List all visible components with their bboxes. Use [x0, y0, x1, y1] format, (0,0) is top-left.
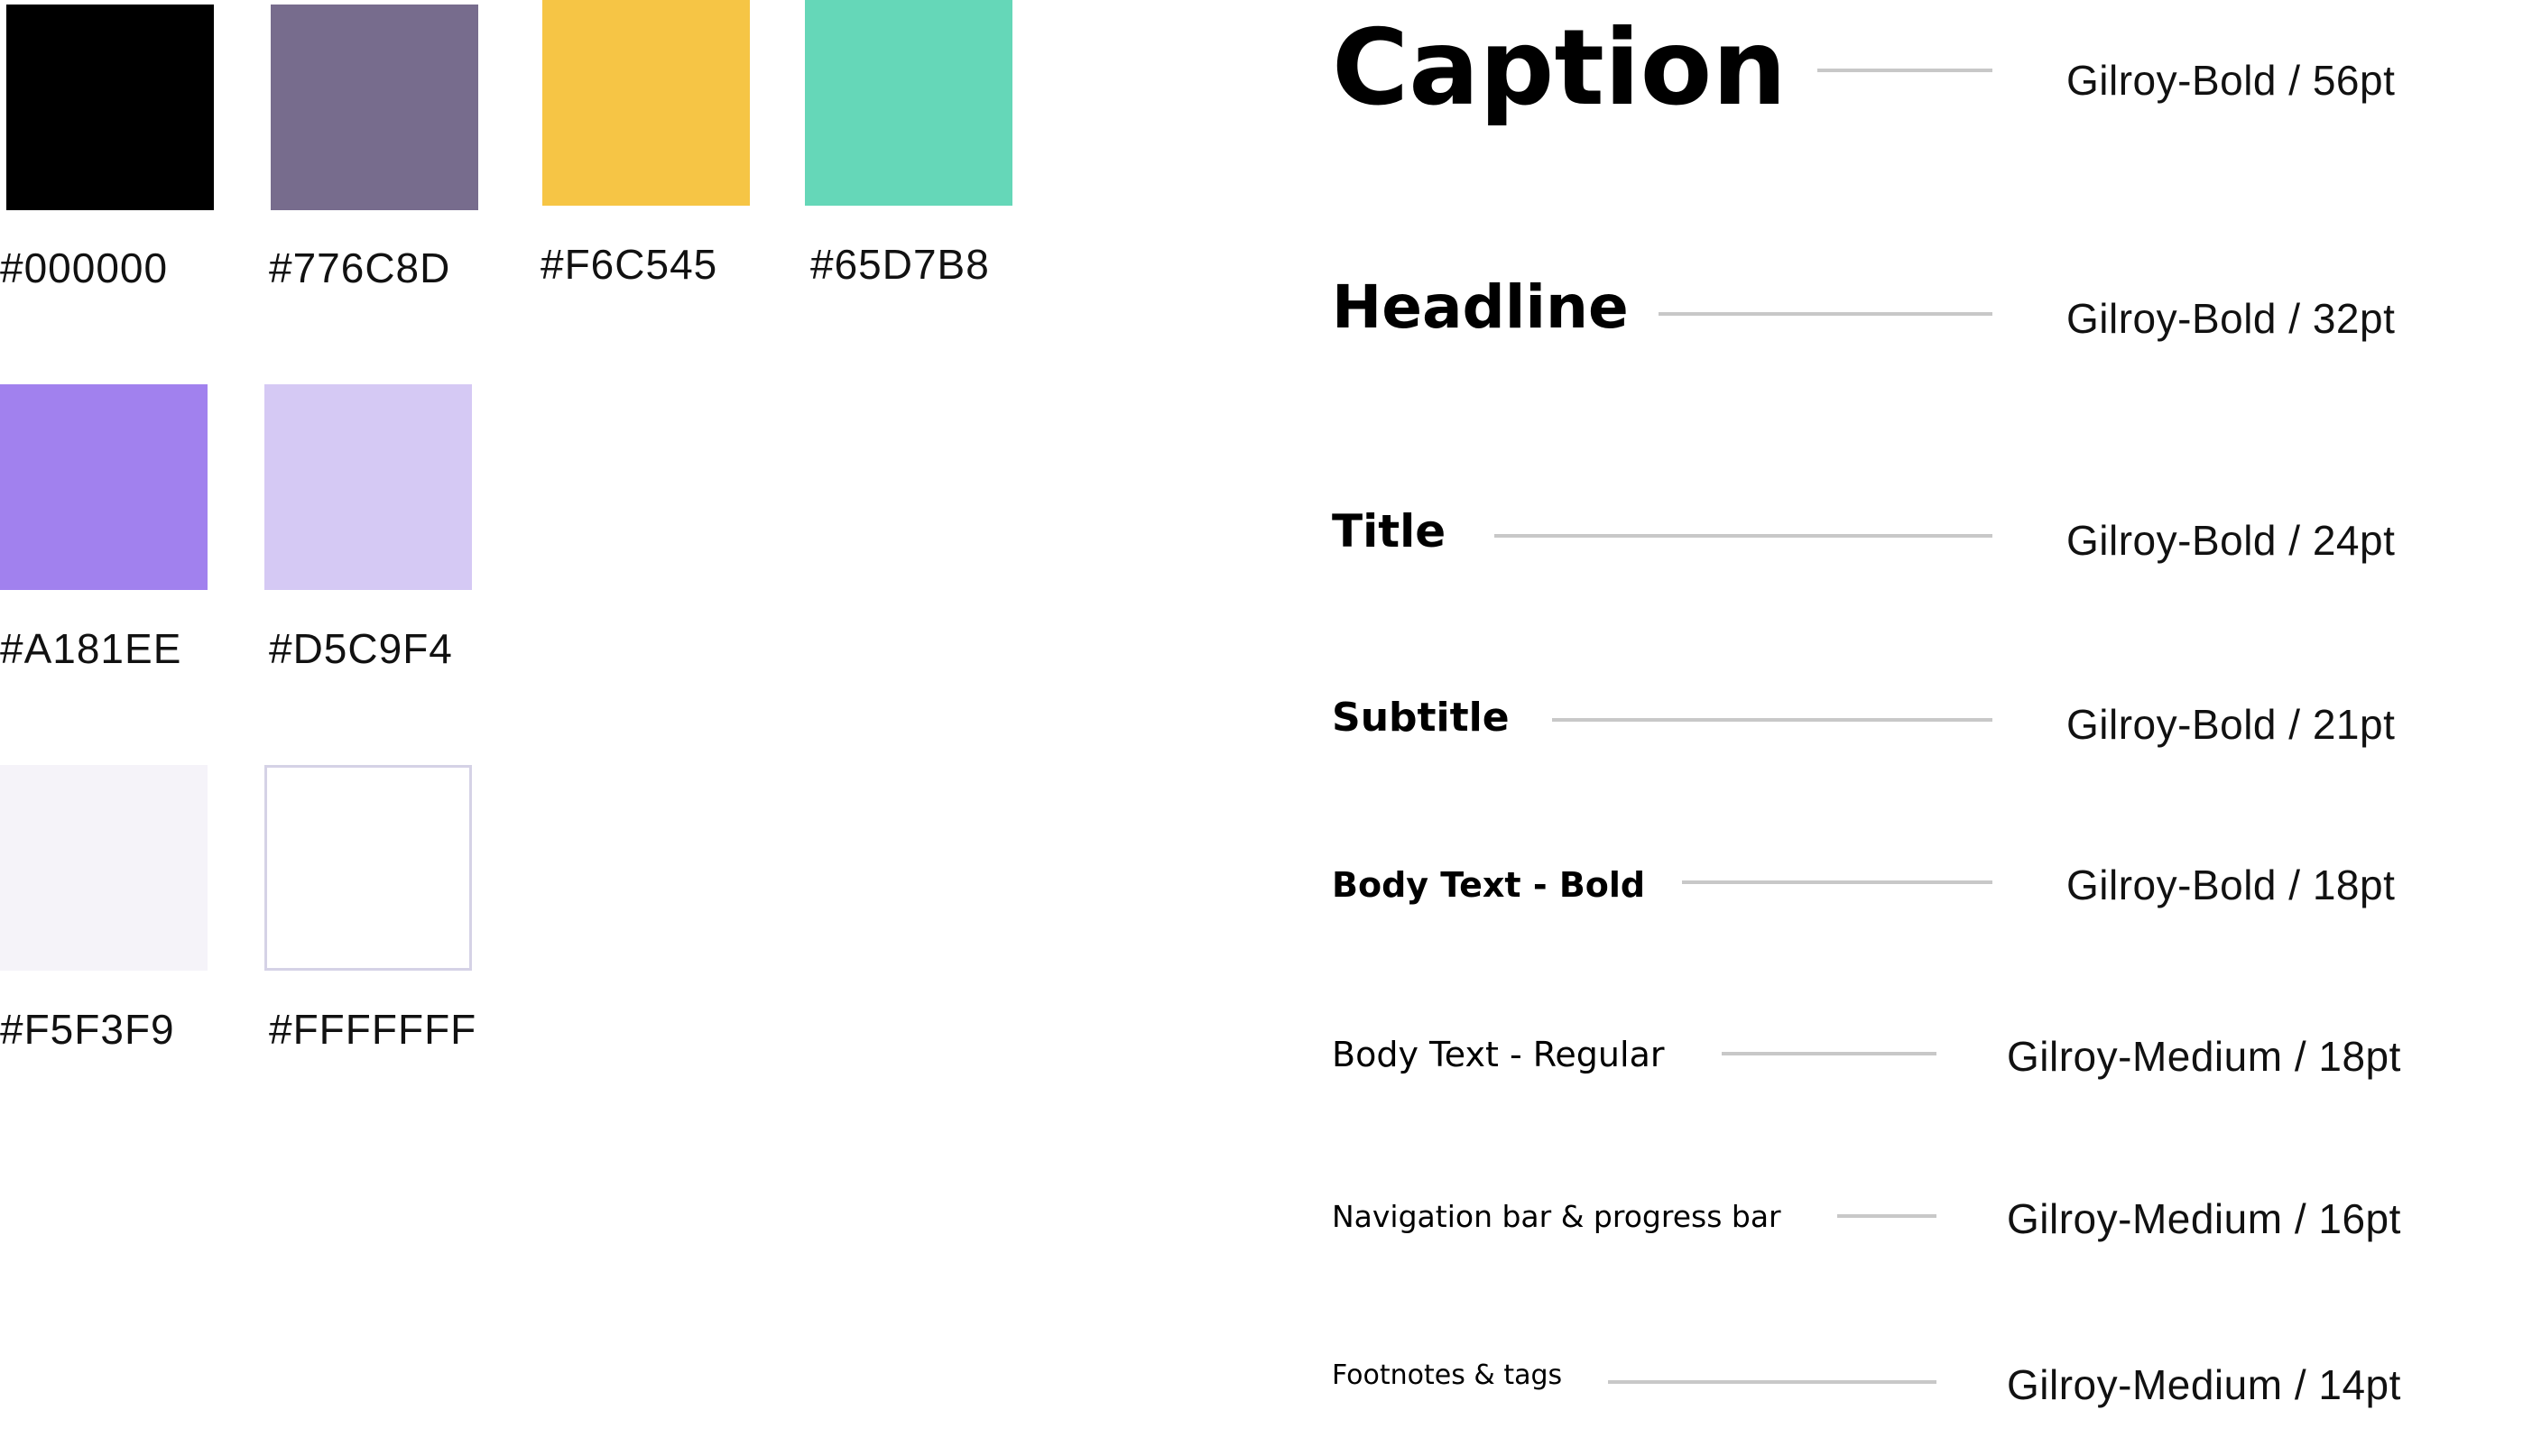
swatch-teal	[805, 0, 1012, 206]
type-name-caption: Caption	[1332, 7, 1787, 129]
swatch-label-teal: #65D7B8	[810, 241, 990, 288]
type-name-body-bold: Body Text - Bold	[1332, 865, 1646, 905]
swatch-yellow	[542, 0, 750, 206]
type-spec-body-bold: Gilroy-Bold / 18pt	[2066, 862, 2396, 908]
type-name-body-regular: Body Text - Regular	[1332, 1035, 1665, 1074]
type-spec-body-regular: Gilroy-Medium / 18pt	[2007, 1033, 2401, 1080]
type-name-footnotes: Footnotes & tags	[1332, 1359, 1563, 1391]
swatch-label-off-white: #F5F3F9	[0, 1006, 175, 1053]
type-name-navigation: Navigation bar & progress bar	[1332, 1199, 1781, 1234]
swatch-label-black: #000000	[0, 244, 169, 291]
swatch-label-white: #FFFFFFF	[269, 1006, 477, 1053]
type-name-headline: Headline	[1332, 272, 1629, 342]
type-name-title: Title	[1332, 505, 1446, 558]
type-spec-caption: Gilroy-Bold / 56pt	[2066, 57, 2396, 104]
swatch-lavender	[264, 384, 472, 590]
type-divider-subtitle	[1552, 718, 1992, 722]
type-divider-body-bold	[1682, 880, 1992, 884]
swatch-gray-purple	[271, 5, 478, 210]
type-divider-body-regular	[1722, 1052, 1936, 1055]
type-spec-footnotes: Gilroy-Medium / 14pt	[2007, 1361, 2401, 1408]
swatch-label-yellow: #F6C545	[541, 241, 718, 288]
type-spec-title: Gilroy-Bold / 24pt	[2066, 517, 2396, 564]
type-divider-headline	[1659, 312, 1992, 316]
type-spec-headline: Gilroy-Bold / 32pt	[2066, 295, 2396, 342]
swatch-black	[6, 5, 214, 210]
swatch-label-lavender: #D5C9F4	[269, 625, 453, 672]
swatch-white	[264, 765, 472, 971]
type-divider-caption	[1817, 69, 1992, 72]
type-spec-navigation: Gilroy-Medium / 16pt	[2007, 1195, 2401, 1242]
swatch-label-gray-purple: #776C8D	[269, 244, 451, 291]
swatch-purple	[0, 384, 208, 590]
swatch-off-white	[0, 765, 208, 971]
type-divider-navigation	[1837, 1214, 1936, 1218]
type-spec-subtitle: Gilroy-Bold / 21pt	[2066, 701, 2396, 748]
type-divider-footnotes	[1608, 1380, 1936, 1384]
swatch-label-purple: #A181EE	[0, 625, 182, 672]
type-name-subtitle: Subtitle	[1332, 695, 1510, 741]
type-divider-title	[1494, 534, 1992, 538]
